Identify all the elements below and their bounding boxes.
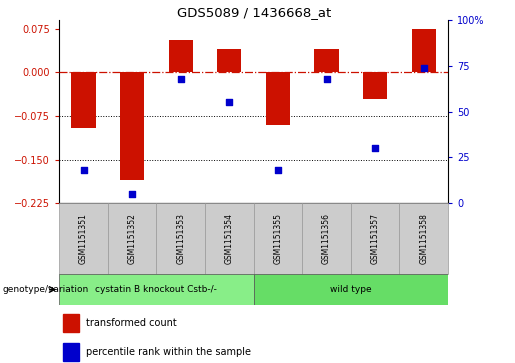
- Text: GSM1151357: GSM1151357: [371, 213, 380, 264]
- Text: GSM1151354: GSM1151354: [225, 213, 234, 264]
- Point: [322, 76, 331, 82]
- Point: [225, 99, 233, 105]
- Bar: [205, 203, 253, 274]
- Title: GDS5089 / 1436668_at: GDS5089 / 1436668_at: [177, 6, 331, 19]
- Text: GSM1151351: GSM1151351: [79, 213, 88, 264]
- Bar: [411, 29, 436, 72]
- Text: cystatin B knockout Cstb-/-: cystatin B knockout Cstb-/-: [95, 285, 217, 294]
- Text: genotype/variation: genotype/variation: [3, 285, 89, 294]
- Point: [128, 191, 136, 197]
- Text: GSM1151356: GSM1151356: [322, 213, 331, 264]
- Text: GSM1151353: GSM1151353: [176, 213, 185, 264]
- Bar: [168, 40, 193, 72]
- Point: [177, 76, 185, 82]
- Bar: [253, 203, 302, 274]
- Text: GSM1151352: GSM1151352: [128, 213, 136, 264]
- Bar: [217, 49, 242, 72]
- Bar: [157, 203, 205, 274]
- Text: GSM1151358: GSM1151358: [419, 213, 428, 264]
- Bar: [63, 343, 79, 361]
- Point: [274, 167, 282, 173]
- Bar: [63, 314, 79, 332]
- Bar: [59, 274, 253, 305]
- Point: [420, 65, 428, 70]
- Bar: [400, 203, 448, 274]
- Text: percentile rank within the sample: percentile rank within the sample: [87, 347, 251, 357]
- Point: [371, 145, 379, 151]
- Bar: [59, 203, 108, 274]
- Bar: [253, 274, 448, 305]
- Bar: [108, 203, 157, 274]
- Bar: [302, 203, 351, 274]
- Text: GSM1151355: GSM1151355: [273, 213, 282, 264]
- Bar: [314, 49, 339, 72]
- Point: [79, 167, 88, 173]
- Bar: [351, 203, 400, 274]
- Text: wild type: wild type: [330, 285, 372, 294]
- Bar: [120, 72, 144, 180]
- Bar: [72, 72, 96, 128]
- Bar: [266, 72, 290, 125]
- Text: transformed count: transformed count: [87, 318, 177, 328]
- Bar: [363, 72, 387, 98]
